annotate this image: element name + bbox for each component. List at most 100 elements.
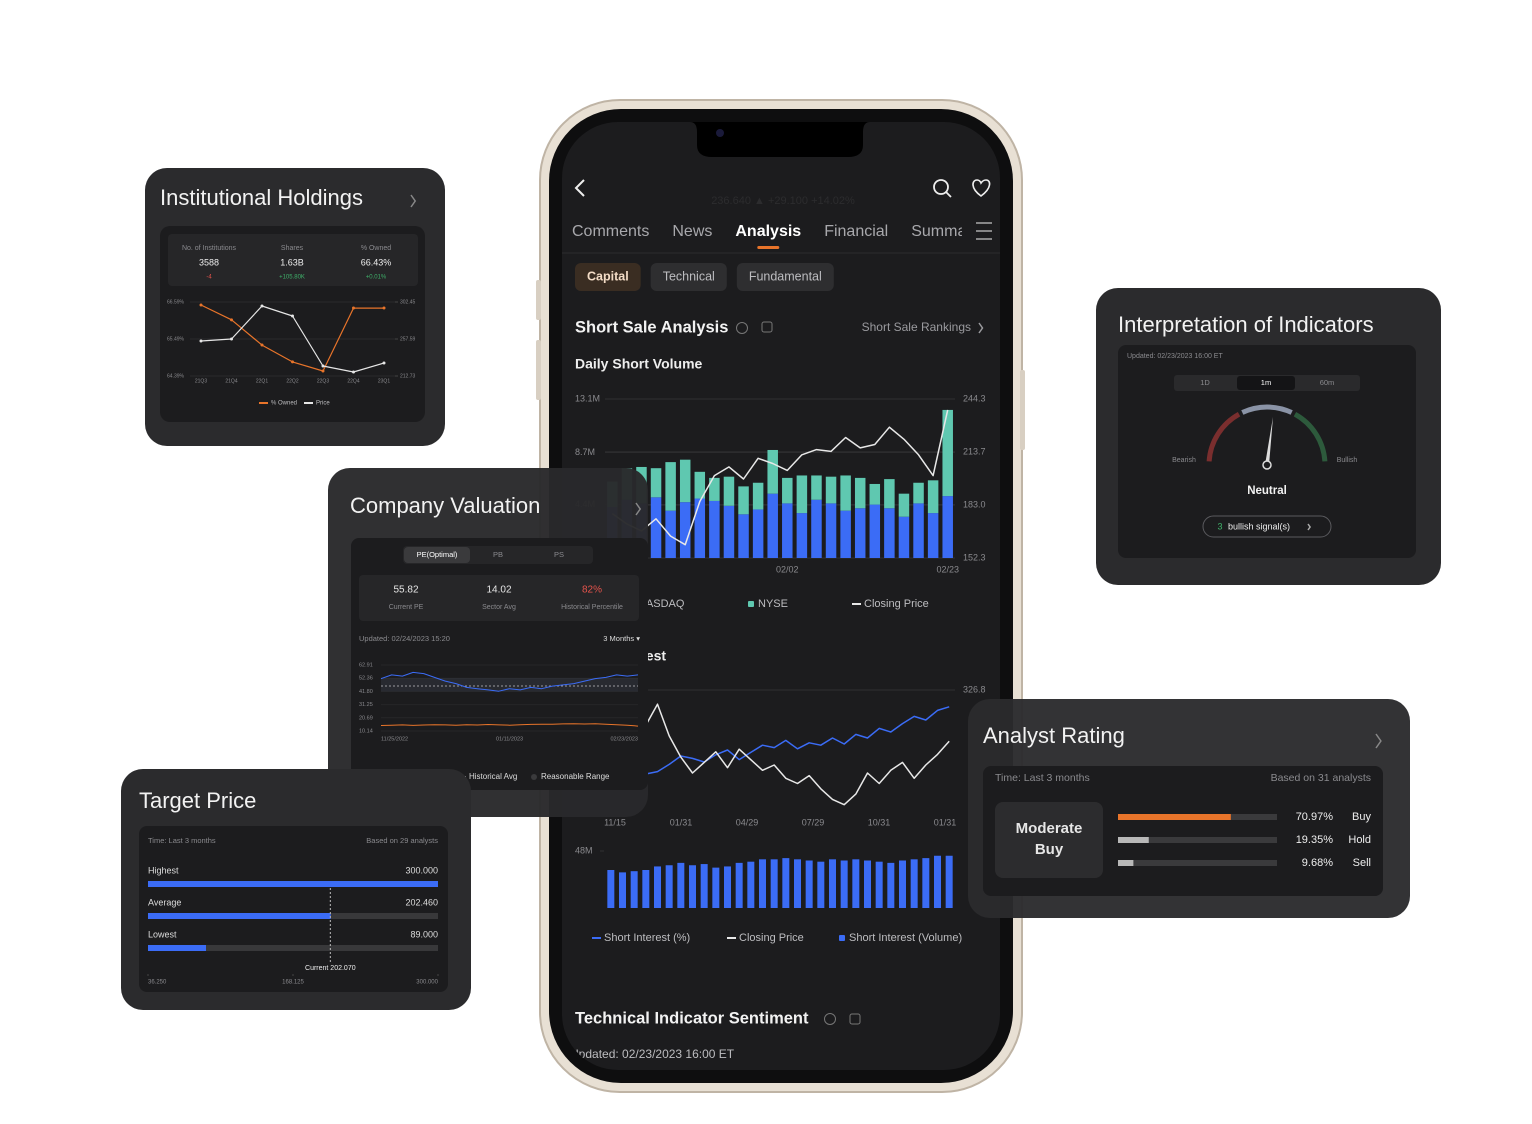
link[interactable]: Short Sale Rankings <box>862 320 971 334</box>
bar <box>607 870 615 908</box>
bar <box>887 862 895 908</box>
bar <box>723 505 735 558</box>
label: Time: Last 3 months <box>995 772 1090 784</box>
point <box>291 314 294 318</box>
tab-active <box>404 547 470 563</box>
tab[interactable]: Analysis <box>735 223 801 240</box>
metric-label: Sector Avg <box>482 604 516 611</box>
search-icon <box>933 179 949 195</box>
point <box>382 361 386 365</box>
rating: Moderate Buy <box>1015 820 1083 858</box>
x-tick-label: 168.125 <box>282 980 304 986</box>
tab[interactable]: PE(Optimal) <box>417 550 458 559</box>
legend-swatch <box>748 601 754 607</box>
reasonable-range <box>381 678 638 692</box>
bar <box>630 871 638 908</box>
stat-value: 3588 <box>199 257 219 267</box>
y-tick-label: 62.91 <box>359 662 373 668</box>
bar <box>782 477 793 504</box>
bar <box>767 449 778 494</box>
subtab[interactable]: Capital <box>587 269 629 283</box>
bar <box>735 862 743 908</box>
tab[interactable]: 1D <box>1200 378 1210 387</box>
legend-swatch <box>839 935 845 941</box>
legend-label: NASDAQ <box>638 598 685 610</box>
search-icon <box>945 191 952 198</box>
subtab[interactable]: Fundamental <box>749 269 822 283</box>
bar <box>884 508 895 558</box>
bar <box>864 860 871 908</box>
legend-label: Short Interest (%) <box>604 932 690 944</box>
bar <box>913 482 924 504</box>
share-icon <box>849 1013 861 1025</box>
bar <box>738 514 749 558</box>
x-tick-label: 10/31 <box>868 817 891 827</box>
card-title: Target Price <box>139 788 256 813</box>
range-select[interactable]: 3 Months ▾ <box>603 634 640 643</box>
section-title: Short Sale Analysis <box>575 318 728 336</box>
ticker: 236.640 ▲ +29.100 +14.02% <box>711 195 855 207</box>
bar <box>945 855 953 908</box>
analyst-card: Analyst Rating Time: Last 3 months Based o… <box>968 699 1410 918</box>
stat-change: +105.80K <box>279 275 305 281</box>
legend-label: % Owned <box>271 401 297 407</box>
side-button <box>536 280 541 320</box>
bar <box>767 493 778 558</box>
bar <box>747 861 755 908</box>
signal-text: bullish signal(s) <box>1228 521 1290 531</box>
bar <box>694 471 706 499</box>
stat-value: 66.43% <box>361 257 392 267</box>
updated: Updated: 02/23/2023 16:00 ET <box>1127 353 1223 360</box>
signal-pill[interactable] <box>1202 515 1332 538</box>
tab[interactable]: Comments <box>572 223 649 240</box>
subtab[interactable]: Technical <box>663 269 715 283</box>
metric-value: 55.82 <box>393 585 418 596</box>
card-inner <box>139 826 448 992</box>
stats-box <box>168 234 418 286</box>
x-tick-label: 21Q4 <box>225 378 237 384</box>
stat-change: -4 <box>206 275 212 281</box>
x-tick-label: 36.250 <box>148 980 167 986</box>
bar <box>654 866 661 908</box>
x-tick-label: 11/25/2022 <box>381 736 408 742</box>
subtab-pill[interactable] <box>575 263 641 291</box>
card-title: Institutional Holdings <box>160 185 363 210</box>
y-tick-label: 66.59% <box>167 299 185 305</box>
bar <box>840 510 851 558</box>
tab[interactable]: 1m <box>1261 378 1271 387</box>
tab[interactable]: PB <box>493 550 503 559</box>
line <box>380 671 639 692</box>
current-label: Current 202.070 <box>305 965 356 972</box>
value-label: 9.68% <box>1302 857 1333 869</box>
x-tick-label: 22Q4 <box>347 378 359 384</box>
tab[interactable]: Financial <box>824 223 888 240</box>
y-tick-label: 31.25 <box>359 702 373 708</box>
bar <box>922 858 930 908</box>
tab-active <box>1237 376 1295 390</box>
track <box>1118 837 1277 843</box>
y-tick-label: 65.49% <box>167 336 185 342</box>
chevron <box>1307 523 1312 531</box>
tab[interactable]: 60m <box>1320 378 1335 387</box>
camera <box>716 129 724 137</box>
tab[interactable]: PS <box>554 550 564 559</box>
bar <box>796 513 808 558</box>
y-tick-label: 10.14 <box>359 728 373 734</box>
y2-tick-label: 183.0 <box>963 499 986 509</box>
point <box>260 343 264 347</box>
tab[interactable]: News <box>672 223 712 240</box>
legend-label: Closing Price <box>864 598 929 610</box>
section-title: Technical Indicator Sentiment <box>575 1009 809 1027</box>
point <box>352 370 355 374</box>
bar <box>825 503 837 558</box>
bar <box>1118 814 1231 820</box>
subtab-pill[interactable] <box>650 263 727 291</box>
side-button <box>1020 370 1025 450</box>
subtab-pill[interactable] <box>736 263 834 291</box>
info-icon <box>824 1013 836 1025</box>
bar <box>884 479 895 509</box>
point <box>260 304 264 308</box>
tab[interactable]: Summary <box>911 223 979 240</box>
rating-label: Buy <box>1352 811 1371 823</box>
